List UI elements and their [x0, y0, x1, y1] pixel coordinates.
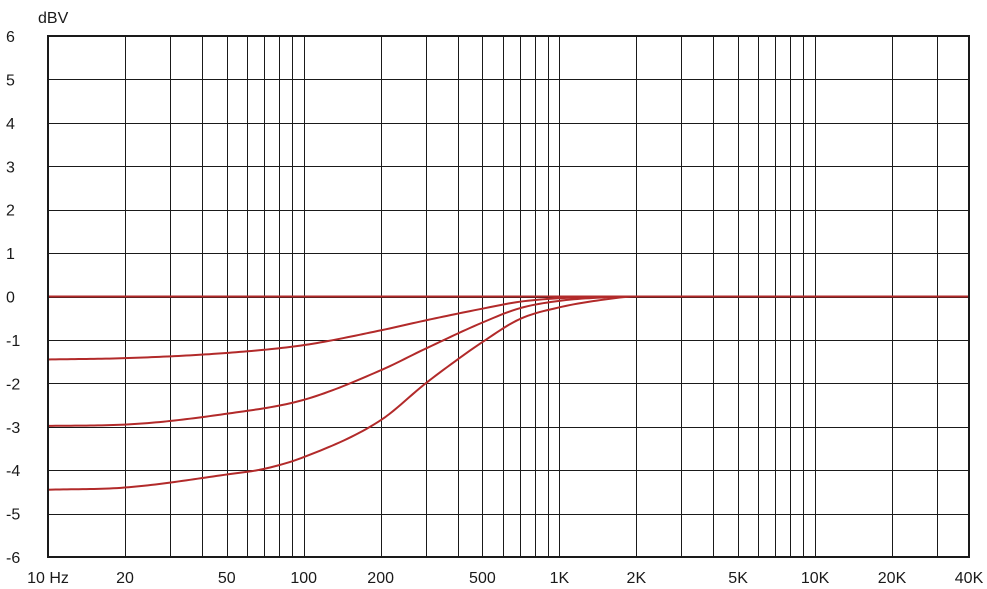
y-tick-labels: 6 5 4 3 2 1 0 -1 -2 -3 -4 -5 -6: [6, 29, 20, 567]
x-tick-label: 20K: [878, 570, 907, 587]
series-lines: [47, 295, 970, 491]
series-line-2: [47, 295, 970, 361]
y-tick-label: 4: [6, 116, 15, 133]
plot-frame: [47, 35, 970, 558]
x-tick-label: 50: [218, 570, 236, 587]
y-tick-label: -4: [6, 463, 20, 480]
y-tick-label: 1: [6, 246, 15, 263]
x-tick-label: 10K: [801, 570, 830, 587]
x-tick-labels: 10 Hz 20 50 100 200 500 1K 2K 5K 10K 20K 40K: [27, 570, 983, 587]
x-tick-label: 100: [290, 570, 317, 587]
x-tick-label: 2K: [627, 570, 647, 587]
y-tick-label: -1: [6, 333, 20, 350]
y-tick-label: -3: [6, 420, 20, 437]
y-tick-label: -6: [6, 550, 20, 567]
x-tick-label: 1K: [550, 570, 570, 587]
y-tick-label: 0: [6, 290, 15, 307]
x-tick-label: 5K: [728, 570, 748, 587]
y-tick-label: 6: [6, 29, 15, 46]
x-tick-label: 10 Hz: [27, 570, 69, 587]
series-line-3: [47, 295, 970, 427]
x-tick-label: 200: [367, 570, 394, 587]
y-tick-label: 5: [6, 72, 15, 89]
y-tick-label: -2: [6, 376, 20, 393]
y-tick-label: 2: [6, 203, 15, 220]
y-tick-label: 3: [6, 159, 15, 176]
x-tick-label: 40K: [955, 570, 984, 587]
x-tick-label: 500: [469, 570, 496, 587]
y-axis-unit-label: dBV: [38, 10, 69, 27]
series-line-4: [47, 295, 970, 491]
y-tick-label: -5: [6, 507, 20, 524]
x-tick-label: 20: [116, 570, 134, 587]
